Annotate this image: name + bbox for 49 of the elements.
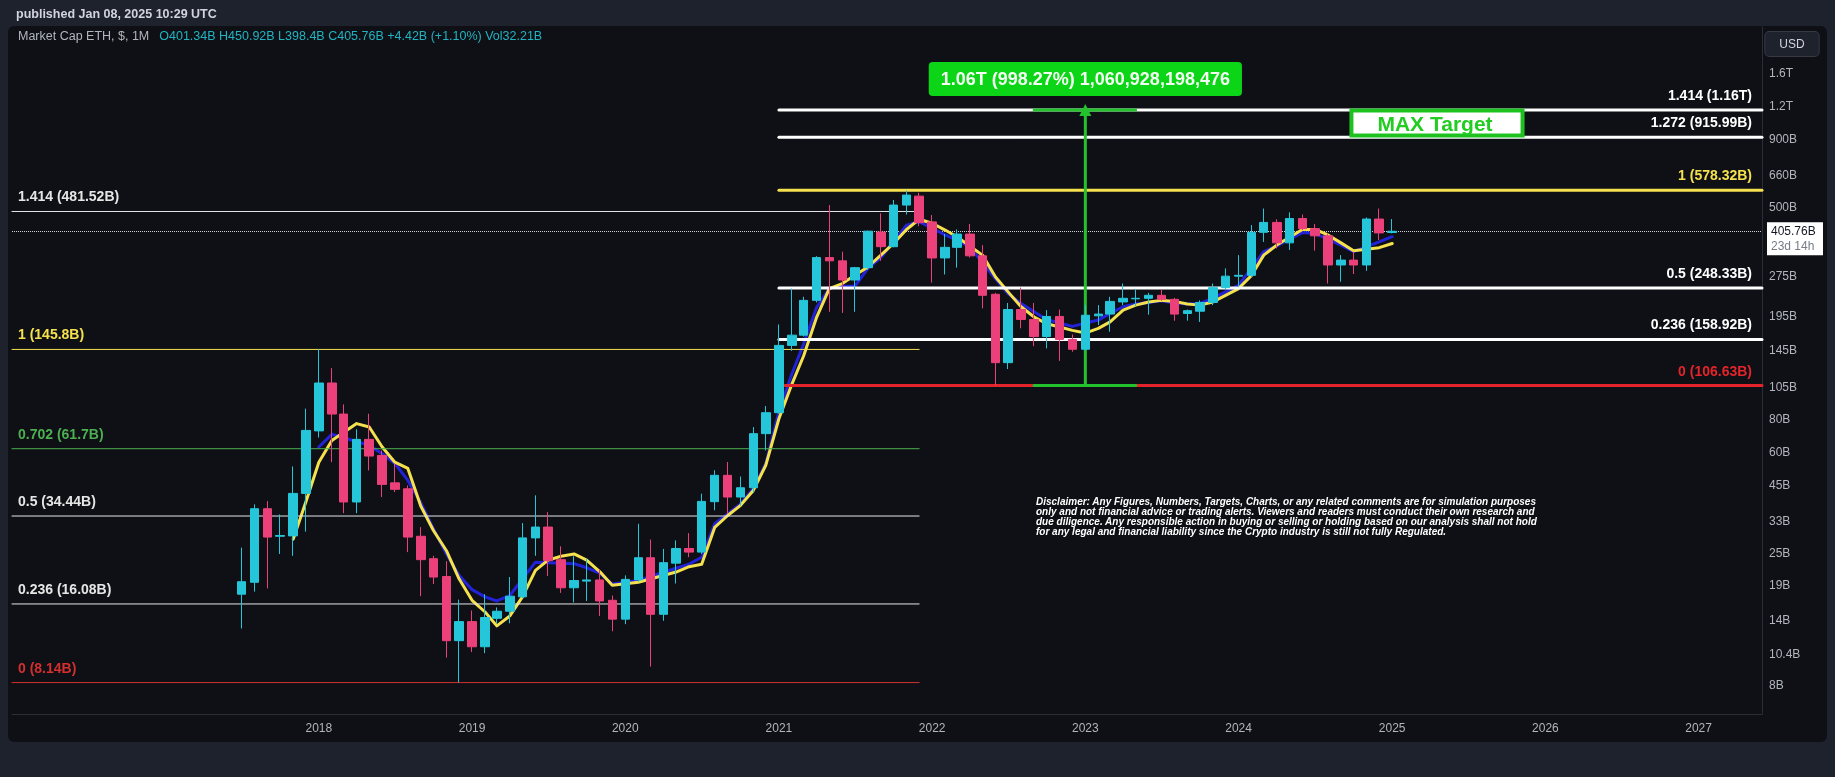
y-tick-label: 500B (1769, 200, 1798, 215)
series-label: 1.272 (915.99B) (1650, 114, 1752, 131)
text: 23d 14h (1771, 239, 1815, 254)
x-tick-label: 2023 (1071, 721, 1100, 735)
series-label: 0.236 (16.08B) (18, 580, 112, 597)
x-tick-label: 2025 (1378, 721, 1406, 735)
series-label: 0.5 (248.33B) (1666, 264, 1752, 281)
series-label: 1 (145.8B) (18, 326, 85, 343)
series-label: 0 (8.14B) (18, 659, 77, 676)
series-label: 0 (106.63B) (1678, 362, 1752, 379)
x-tick-label: 2026 (1532, 721, 1560, 735)
y-tick-label: 25B (1769, 546, 1791, 561)
x-tick-label: 2019 (458, 721, 486, 735)
series-label: 0.236 (158.92B) (1650, 316, 1752, 333)
x-tick-label: 2022 (918, 721, 946, 735)
series-label: 1.414 (481.52B) (18, 188, 120, 205)
series-label: 0.5 (34.44B) (18, 493, 96, 510)
x-tick-label: 2027 (1685, 721, 1713, 735)
text: published Jan 08, 2025 10:29 UTC (16, 7, 217, 21)
y-tick-label: 1.6T (1769, 65, 1794, 80)
annotation: Disclaimer: Any Figures, Numbers, Targets, Charts, or any related comments are for simulation purposes only and not financial advice or trading alerts. Viewers and readers must conduct their own research and due diligence. Any responsible action in buying or selling or holding based on our analysis shall not hold for any legal and financial liability since the Crypto industry is still not fully Regulated. (1036, 495, 1540, 537)
y-tick-label: 1.2T (1769, 99, 1794, 114)
y-axis-title: USD (1779, 37, 1805, 51)
chart-subtitle: O401.34B H450.92B L398.4B C405.76B +4.42B (+1.10%) Vol32.21B (159, 29, 543, 43)
y-tick-label: 195B (1769, 308, 1798, 323)
y-tick-label: 900B (1769, 132, 1798, 147)
series-label: 1 (578.32B) (1678, 167, 1752, 184)
series-label: 1.414 (1.16T) (1667, 86, 1752, 103)
chart-title: Market Cap ETH, $, 1M (18, 29, 150, 43)
y-tick-label: 14B (1769, 612, 1791, 627)
x-tick-label: 2020 (611, 721, 639, 735)
y-tick-label: 275B (1769, 269, 1798, 284)
y-tick-label: 80B (1769, 411, 1791, 426)
x-tick-label: 2024 (1225, 721, 1253, 735)
y-tick-label: 45B (1769, 478, 1791, 493)
annotation: MAX Target (1377, 111, 1493, 135)
y-tick-label: 8B (1769, 677, 1784, 692)
y-tick-label: 105B (1769, 380, 1798, 395)
y-tick-label: 60B (1769, 444, 1791, 459)
x-tick-label: 2018 (305, 721, 333, 735)
series-label: 0.702 (61.7B) (18, 425, 104, 442)
annotation: 1.06T (998.27%) 1,060,928,198,476 (940, 68, 1230, 89)
y-tick-label: 19B (1769, 577, 1791, 592)
y-tick-label: 10.4B (1769, 647, 1801, 662)
y-tick-label: 660B (1769, 168, 1798, 183)
y-tick-label: 145B (1769, 343, 1798, 358)
ref-line-label: 405.76B (1771, 224, 1816, 239)
x-tick-label: 2021 (765, 721, 793, 735)
y-tick-label: 33B (1769, 513, 1791, 528)
